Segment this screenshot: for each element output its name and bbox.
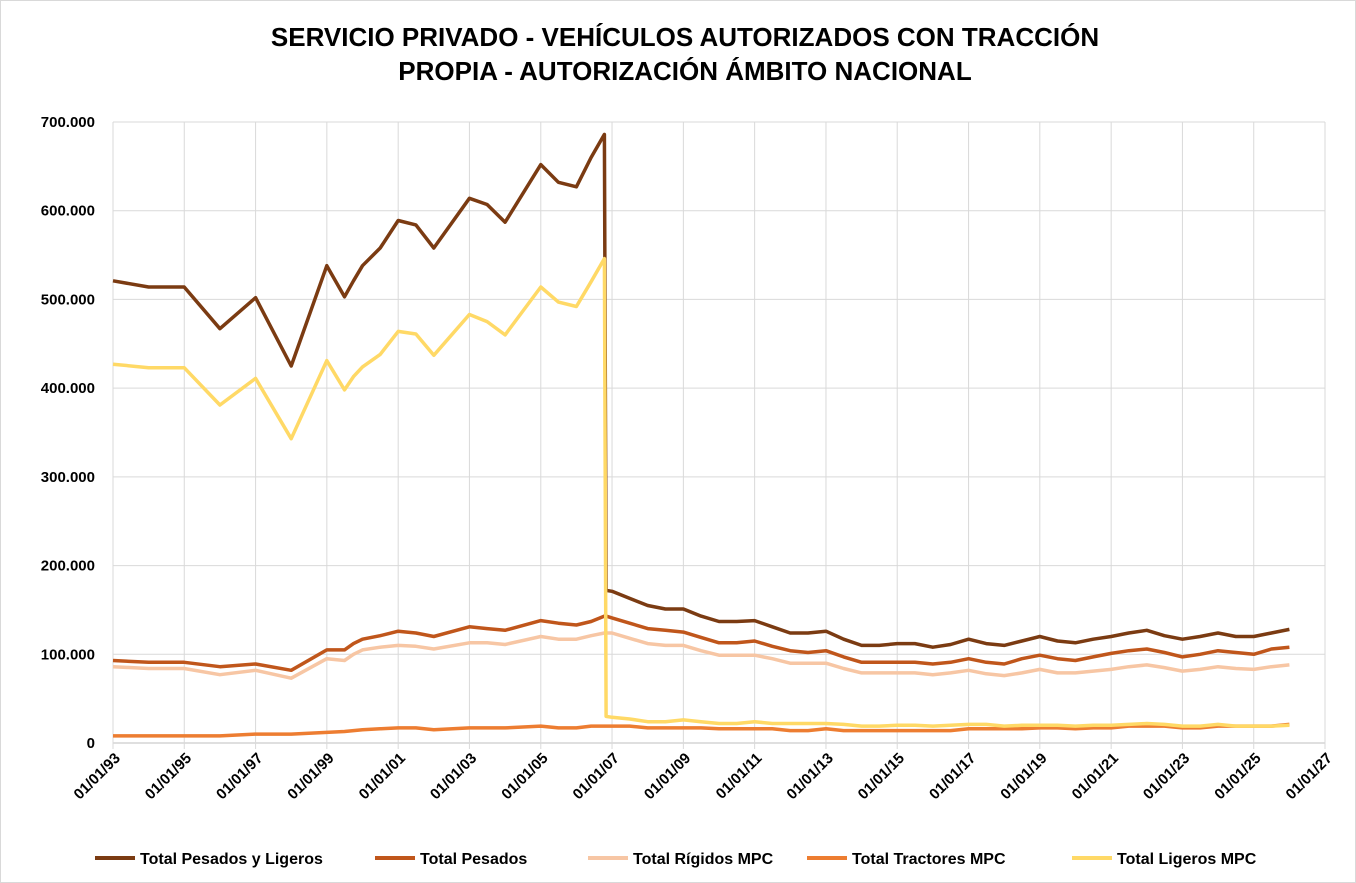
- y-tick-label: 100.000: [41, 646, 95, 663]
- y-tick-label: 700.000: [41, 114, 95, 131]
- legend-label: Total Ligeros MPC: [1117, 851, 1257, 868]
- legend-label: Total Tractores MPC: [852, 851, 1006, 868]
- chart-title: PROPIA - AUTORIZACIÓN ÁMBITO NACIONAL: [398, 56, 972, 86]
- y-tick-label: 600.000: [41, 203, 95, 220]
- y-tick-label: 400.000: [41, 380, 95, 397]
- line-series: [112, 256, 1290, 728]
- chart-title: SERVICIO PRIVADO - VEHÍCULOS AUTORIZADOS…: [271, 22, 1099, 52]
- line-series: [112, 631, 1290, 680]
- legend-label: Total Rígidos MPC: [633, 851, 774, 868]
- line-series: [112, 132, 1290, 649]
- y-tick-label: 0: [87, 735, 95, 752]
- y-tick-label: 500.000: [41, 291, 95, 308]
- y-tick-label: 300.000: [41, 469, 95, 486]
- line-series: [112, 614, 1290, 673]
- legend-label: Total Pesados: [420, 851, 527, 868]
- y-tick-label: 200.000: [41, 558, 95, 575]
- line-series: [113, 722, 1290, 738]
- legend-label: Total Pesados y Ligeros: [140, 851, 323, 868]
